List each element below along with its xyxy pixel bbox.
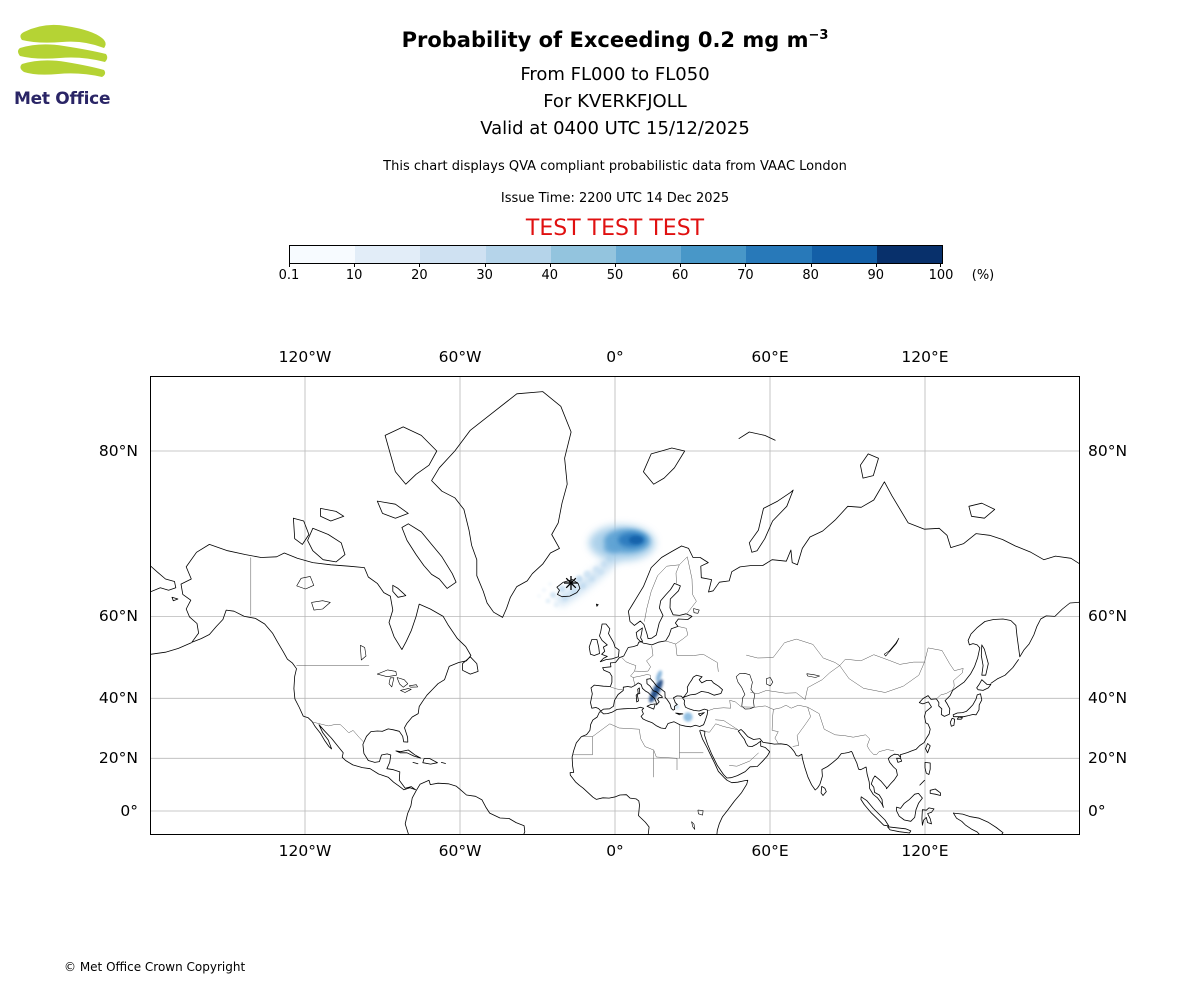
colorbar-tick bbox=[549, 263, 551, 267]
colorbar-ticks: 0.1 10 20 30 40 50 60 70 80 90 100 (%) bbox=[279, 263, 994, 289]
axis-label: 60°W bbox=[438, 842, 482, 860]
colorbar-segment bbox=[550, 246, 617, 263]
axis-label: 60°W bbox=[438, 348, 482, 366]
colorbar-tick-label: 100 bbox=[928, 268, 954, 283]
axis-label: 60°E bbox=[751, 348, 789, 366]
copyright-footer: © Met Office Crown Copyright bbox=[64, 960, 246, 974]
colorbar-tick-label: 50 bbox=[606, 268, 624, 283]
axis-label: 120°W bbox=[278, 348, 332, 366]
colorbar-tick bbox=[810, 263, 812, 267]
world-map bbox=[150, 376, 1080, 835]
colorbar-segment bbox=[616, 246, 682, 263]
colorbar-tick-label: 30 bbox=[476, 268, 493, 283]
map-frame bbox=[150, 376, 1080, 835]
met-office-logo: Met Office bbox=[14, 22, 118, 109]
title-text: Probability of Exceeding 0.2 mg m bbox=[401, 28, 809, 52]
axis-label: 40°N bbox=[98, 689, 138, 708]
colorbar-tick bbox=[745, 263, 747, 267]
country-borders bbox=[250, 556, 964, 778]
coastlines bbox=[150, 391, 1080, 835]
axis-label: 120°W bbox=[278, 842, 332, 860]
brand-text: Met Office bbox=[14, 89, 111, 109]
chart-description: This chart displays QVA compliant probab… bbox=[383, 159, 847, 174]
ash-plume bbox=[537, 525, 693, 722]
axis-label: 60°E bbox=[751, 842, 789, 860]
axis-label: 0° bbox=[606, 842, 624, 860]
axis-label: 80°N bbox=[98, 441, 138, 460]
issue-time: Issue Time: 2200 UTC 14 Dec 2025 bbox=[500, 191, 730, 206]
axis-label: 120°E bbox=[901, 348, 949, 366]
title-exponent: −3 bbox=[808, 28, 829, 43]
colorbar-segment bbox=[876, 246, 943, 263]
colorbar-tick bbox=[289, 263, 290, 267]
colorbar-segment bbox=[811, 246, 877, 263]
colorbar-tick bbox=[354, 263, 356, 267]
colorbar-tick-label: 70 bbox=[737, 268, 754, 283]
colorbar-segment bbox=[420, 246, 486, 263]
colorbar-segment bbox=[485, 246, 551, 263]
colorbar-tick-label: 20 bbox=[411, 268, 428, 283]
subtitle-valid-time: Valid at 0400 UTC 15/12/2025 bbox=[480, 118, 750, 139]
colorbar-tick bbox=[940, 263, 941, 267]
colorbar-segment bbox=[355, 246, 421, 263]
axis-label: 0° bbox=[1088, 802, 1106, 820]
subtitle-volcano: For KVERKFJOLL bbox=[543, 91, 687, 112]
colorbar-tick-label: 0.1 bbox=[278, 268, 300, 283]
axis-label: 120°E bbox=[901, 842, 949, 860]
colorbar-tick bbox=[484, 263, 486, 267]
logo-waves-icon bbox=[14, 24, 110, 88]
axis-label: 60°N bbox=[1088, 607, 1128, 626]
axis-label: 40°N bbox=[1088, 689, 1128, 708]
colorbar-tick-label: 10 bbox=[345, 268, 363, 283]
colorbar-segment bbox=[746, 246, 812, 263]
page-title: Probability of Exceeding 0.2 mg m−3 bbox=[30, 28, 1200, 52]
axis-label: 60°N bbox=[98, 607, 138, 626]
colorbar-segment bbox=[681, 246, 747, 263]
colorbar-tick bbox=[875, 263, 877, 267]
axis-label: 80°N bbox=[1088, 441, 1128, 460]
subtitle-flight-levels: From FL000 to FL050 bbox=[520, 64, 710, 85]
axis-label: 0° bbox=[606, 348, 624, 366]
colorbar-tick-label: 60 bbox=[671, 268, 689, 283]
colorbar-unit: (%) bbox=[971, 268, 995, 283]
colorbar-tick bbox=[419, 263, 421, 267]
colorbar-tick bbox=[615, 263, 616, 267]
axis-label: 20°N bbox=[98, 749, 138, 768]
colorbar-segment bbox=[290, 246, 356, 263]
colorbar-tick-label: 40 bbox=[541, 268, 559, 283]
colorbar-gradient bbox=[289, 245, 943, 264]
graticule bbox=[150, 376, 1080, 835]
axis-label: 20°N bbox=[1088, 749, 1128, 768]
colorbar-tick-label: 80 bbox=[802, 268, 819, 283]
test-banner: TEST TEST TEST bbox=[525, 216, 705, 241]
colorbar-tick bbox=[680, 263, 682, 267]
colorbar-tick-label: 90 bbox=[867, 268, 885, 283]
volcano-marker bbox=[564, 576, 578, 590]
axis-label: 0° bbox=[120, 802, 138, 820]
